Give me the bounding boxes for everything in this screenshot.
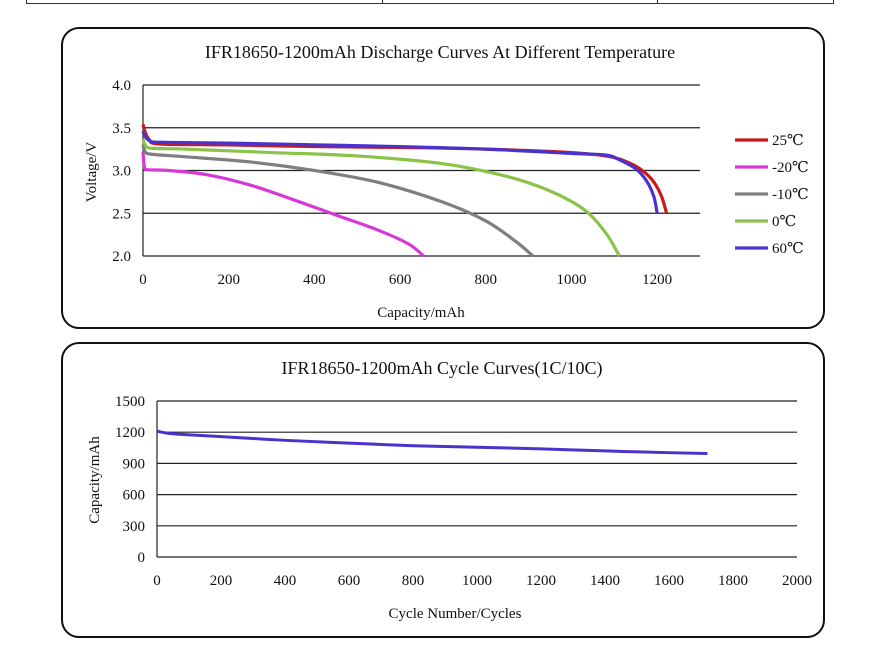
x-tick-label: 1200 [526,573,556,589]
series-line-4 [141,130,659,214]
y-tick-label: 300 [123,519,146,535]
table-divider [657,0,658,4]
x-tick-label: 0 [139,272,147,288]
chart1-xlabel: Capacity/mAh [377,305,465,321]
series-line-2 [141,144,534,258]
y-tick-label: 900 [123,456,146,472]
series-line-0 [156,429,708,456]
y-tick-label: 3.5 [112,121,131,137]
top-table-border [26,0,834,4]
chart1-title: IFR18650-1200mAh Discharge Curves At Dif… [205,42,675,62]
x-tick-label: 200 [210,573,233,589]
x-tick-label: 2000 [782,573,812,589]
x-tick-label: 800 [475,272,498,288]
legend-label: -20℃ [772,160,809,176]
x-tick-label: 400 [303,272,326,288]
legend-label: 60℃ [772,241,804,257]
y-tick-label: 0 [138,550,146,566]
series-line-1 [141,151,425,258]
x-tick-label: 0 [153,573,161,589]
x-tick-label: 1000 [556,272,586,288]
chart2-xlabel: Cycle Number/Cycles [389,606,522,622]
x-tick-label: 400 [274,573,297,589]
x-tick-label: 800 [402,573,425,589]
x-tick-label: 200 [217,272,240,288]
x-tick-label: 600 [338,573,361,589]
y-tick-label: 600 [123,488,146,504]
y-tick-label: 4.0 [112,78,131,94]
x-tick-label: 1800 [718,573,748,589]
y-tick-label: 3.0 [112,164,131,180]
x-tick-label: 1600 [654,573,684,589]
chart2-ylabel: Capacity/mAh [87,436,103,524]
y-tick-label: 1200 [115,425,145,441]
legend-label: 0℃ [772,214,796,230]
legend-label: -10℃ [772,187,809,203]
y-tick-label: 1500 [115,394,145,410]
discharge-chart-panel [61,27,825,329]
x-tick-label: 1400 [590,573,620,589]
x-tick-label: 600 [389,272,412,288]
cycle-chart-panel [61,342,825,638]
y-tick-label: 2.5 [112,206,131,222]
x-tick-label: 1200 [642,272,672,288]
y-tick-label: 2.0 [112,249,131,265]
series-line-3 [141,138,621,257]
x-tick-label: 1000 [462,573,492,589]
table-divider [382,0,383,4]
chart1-ylabel: Voltage/V [84,142,100,203]
chart2-title: IFR18650-1200mAh Cycle Curves(1C/10C) [282,358,603,379]
legend-label: 25℃ [772,133,804,149]
